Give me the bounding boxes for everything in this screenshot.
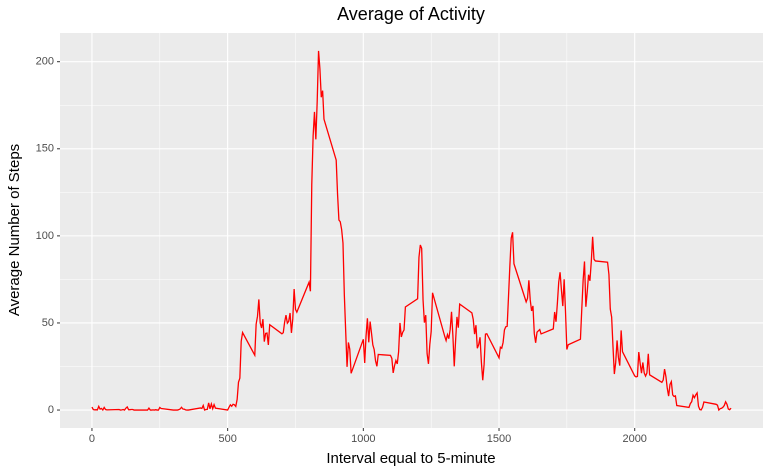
y-tick-label: 150 <box>36 143 54 155</box>
x-tick-label: 1000 <box>351 433 375 445</box>
panel <box>60 33 763 428</box>
x-tick-label: 500 <box>218 433 236 445</box>
x-tick-label: 2000 <box>622 433 646 445</box>
y-tick-label: 0 <box>48 404 54 416</box>
x-axis-title: Interval equal to 5-minute <box>326 450 495 467</box>
data-line <box>91 50 732 412</box>
y-tick-label: 200 <box>36 56 54 68</box>
x-tick-label: 1500 <box>487 433 511 445</box>
y-tick-label: 100 <box>36 230 54 242</box>
y-axis-title: Average Number of Steps <box>6 144 23 316</box>
x-tick-label: 0 <box>89 433 95 445</box>
y-tick-label: 50 <box>42 317 54 329</box>
chart-title: Average of Activity <box>337 4 485 24</box>
